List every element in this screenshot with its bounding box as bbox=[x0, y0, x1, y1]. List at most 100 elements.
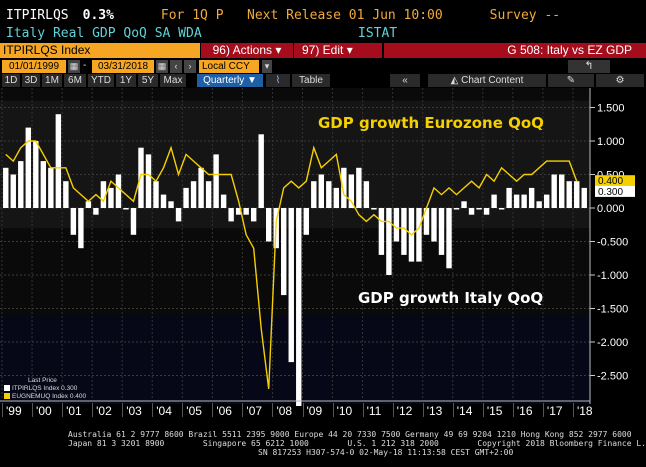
x-tick-label: '13 bbox=[426, 404, 443, 418]
bar-italy bbox=[243, 208, 249, 215]
x-tick-label: '17 bbox=[546, 404, 563, 418]
x-tick-label: '09 bbox=[306, 404, 323, 418]
legend-item-eurozone: EUGNEMUQ Index 0.400 bbox=[4, 393, 86, 401]
bar-italy bbox=[423, 208, 430, 235]
bar-italy bbox=[461, 201, 467, 208]
period-button-ytd[interactable]: YTD bbox=[88, 74, 114, 87]
bar-italy bbox=[468, 208, 475, 215]
period-button-6m[interactable]: 6M bbox=[64, 74, 86, 87]
bar-italy bbox=[115, 174, 122, 208]
x-tick-separator bbox=[392, 403, 394, 417]
next-icon[interactable]: › bbox=[184, 60, 196, 73]
bar-italy bbox=[130, 208, 137, 235]
annotation-italy: GDP growth Italy QoQ bbox=[358, 289, 543, 307]
bar-italy bbox=[483, 208, 490, 215]
bar-italy bbox=[78, 208, 84, 249]
bar-italy bbox=[213, 154, 219, 208]
x-tick-separator bbox=[362, 403, 364, 417]
period-button-3d[interactable]: 3D bbox=[22, 74, 40, 87]
end-date-input[interactable]: 03/31/2018 bbox=[92, 60, 154, 73]
y-tick-label: -0.500 bbox=[597, 237, 628, 249]
bar-italy bbox=[333, 187, 340, 208]
quote-header: ITPIRLQS 0.3% For 1Q P Next Release 01 Ju… bbox=[6, 8, 560, 23]
bar-italy bbox=[341, 167, 347, 208]
period-button-1y[interactable]: 1Y bbox=[116, 74, 136, 87]
edit-chart-icon[interactable]: ✎ bbox=[548, 74, 594, 87]
bar-italy bbox=[123, 208, 129, 210]
legend-swatch bbox=[4, 393, 10, 400]
bar-italy bbox=[491, 194, 497, 208]
chart-content-button[interactable]: ◭ Chart Content bbox=[428, 74, 546, 87]
footer: Australia 61 2 9777 8600 Brazil 5511 239… bbox=[68, 430, 646, 457]
period-button-5y[interactable]: 5Y bbox=[138, 74, 158, 87]
x-tick-label: '04 bbox=[156, 404, 172, 418]
legend-swatch bbox=[4, 385, 10, 392]
table-button[interactable]: Table bbox=[292, 74, 330, 87]
x-tick-separator bbox=[452, 403, 454, 417]
annotation-eurozone: GDP growth Eurozone QoQ bbox=[318, 114, 544, 132]
bar-italy bbox=[108, 187, 114, 208]
bar-italy bbox=[393, 208, 400, 242]
bar-italy bbox=[25, 127, 31, 208]
bar-italy bbox=[318, 174, 324, 208]
bar-italy bbox=[48, 167, 54, 208]
x-tick-separator bbox=[422, 403, 424, 417]
dropdown-icon[interactable]: ▾ bbox=[262, 60, 272, 73]
x-tick-label: '10 bbox=[336, 404, 353, 418]
x-tick-label: '14 bbox=[456, 404, 473, 418]
calendar-icon[interactable]: ▦ bbox=[68, 60, 80, 73]
bar-italy bbox=[476, 208, 482, 210]
security-field[interactable]: ITPIRLQS Index bbox=[0, 43, 200, 58]
undo-icon[interactable]: ↰ bbox=[568, 60, 610, 73]
x-tick-separator bbox=[92, 403, 94, 417]
bar-italy bbox=[168, 201, 174, 208]
bar-italy bbox=[40, 161, 47, 208]
bar-italy bbox=[536, 201, 542, 208]
bar-italy bbox=[326, 181, 332, 208]
edit-menu[interactable]: 97) Edit ▾ bbox=[294, 43, 382, 58]
x-tick-label: '08 bbox=[276, 404, 293, 418]
bar-italy bbox=[228, 208, 234, 222]
edit-label: 97) Edit bbox=[302, 43, 344, 57]
ticker: ITPIRLQS bbox=[6, 8, 69, 23]
period-button-max[interactable]: Max bbox=[160, 74, 186, 87]
y-tick-label: -1.500 bbox=[597, 304, 628, 316]
bar-italy bbox=[438, 208, 445, 255]
data-source: ISTAT bbox=[358, 26, 398, 41]
actions-menu[interactable]: 96) Actions ▾ bbox=[201, 43, 293, 58]
calendar-icon[interactable]: ▦ bbox=[156, 60, 168, 73]
bar-italy bbox=[296, 208, 302, 406]
collapse-button[interactable]: « bbox=[390, 74, 420, 87]
bar-italy bbox=[386, 208, 392, 275]
x-tick-separator bbox=[212, 403, 214, 417]
x-tick-label: '15 bbox=[486, 404, 503, 418]
footer-line2: Japan 81 3 3201 8900 Singapore 65 6212 1… bbox=[68, 439, 646, 448]
bar-italy bbox=[145, 154, 152, 208]
dropdown-icon: ▾ bbox=[346, 43, 353, 57]
bar-italy bbox=[416, 208, 422, 262]
x-tick-label: '12 bbox=[396, 404, 413, 418]
prev-icon[interactable]: ‹ bbox=[170, 60, 182, 73]
bar-italy bbox=[205, 181, 212, 208]
frequency-select[interactable]: Quarterly ▼ bbox=[197, 74, 263, 87]
survey-label: Survey -- bbox=[489, 8, 561, 23]
bar-italy bbox=[100, 181, 107, 208]
bar-italy bbox=[138, 147, 144, 208]
bar-italy bbox=[258, 134, 264, 208]
x-tick-separator bbox=[122, 403, 124, 417]
bar-italy bbox=[378, 208, 385, 255]
line-chart-icon[interactable]: ⌇ bbox=[266, 74, 290, 87]
range-dash: - bbox=[83, 60, 87, 71]
period-button-1m[interactable]: 1M bbox=[42, 74, 62, 87]
currency-select[interactable]: Local CCY bbox=[199, 60, 259, 73]
toolbar: 1D 3D 1M 6M YTD 1Y 5Y Max Quarterly ▼ ⌇ Table «… bbox=[0, 74, 646, 87]
start-date-input[interactable]: 01/01/1999 bbox=[2, 60, 66, 73]
x-tick-separator bbox=[482, 403, 484, 417]
y-tick-label: 1.500 bbox=[597, 103, 625, 115]
y-tick-label: -2.500 bbox=[597, 371, 628, 383]
menu-bar: ITPIRLQS Index 96) Actions ▾ 97) Edit ▾ … bbox=[0, 43, 646, 58]
settings-icon[interactable]: ⚙ bbox=[596, 74, 644, 87]
period-button-1d[interactable]: 1D bbox=[2, 74, 20, 87]
bar-italy bbox=[521, 194, 527, 208]
bar-italy bbox=[363, 181, 370, 208]
